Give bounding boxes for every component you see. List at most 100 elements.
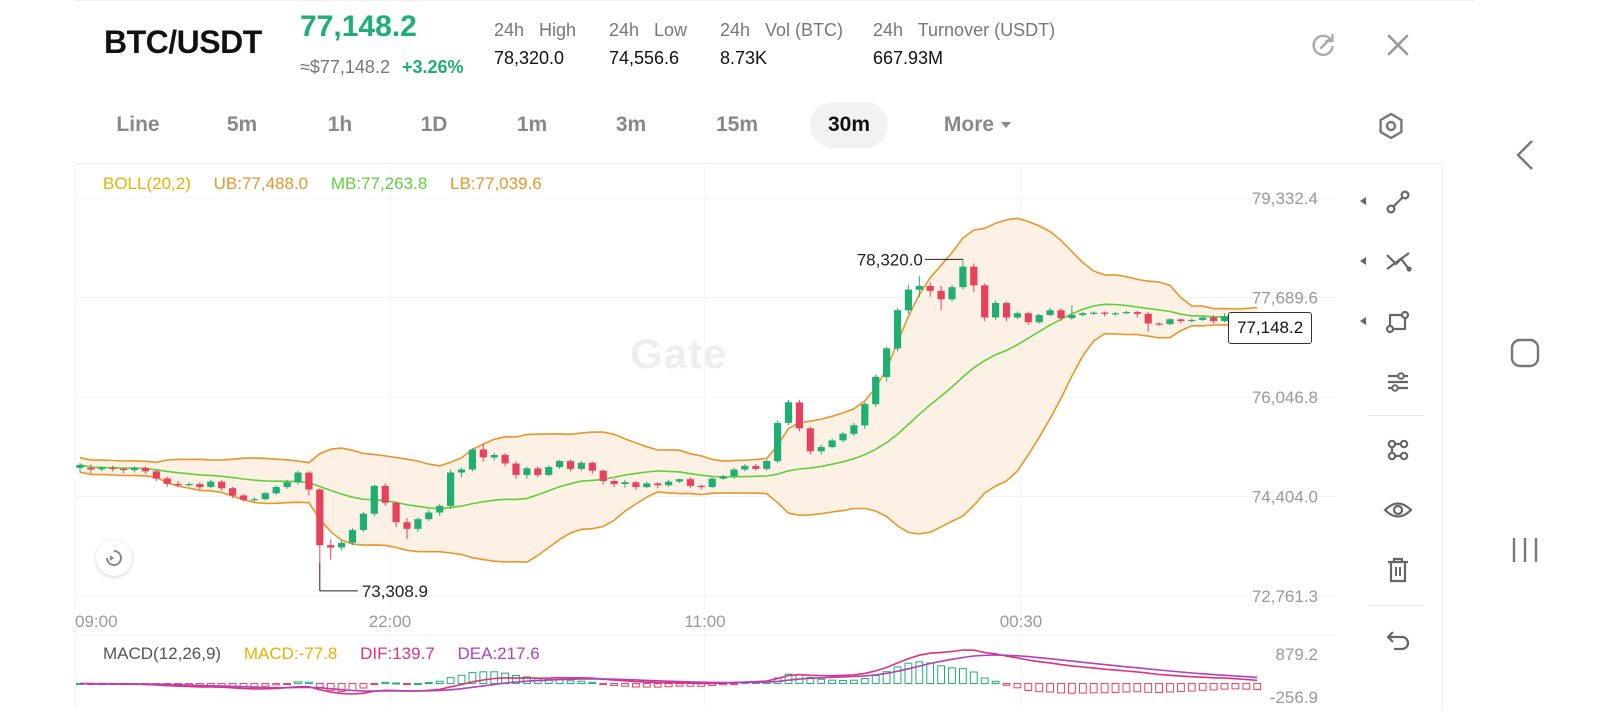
undo-button[interactable] [1378, 620, 1418, 660]
macd-histogram-bar [1068, 683, 1076, 694]
candle-body [425, 512, 433, 520]
macd-histogram-bar [1177, 683, 1185, 693]
candle-body [992, 302, 1000, 318]
candle-body [1122, 312, 1130, 314]
candle-body [566, 461, 575, 469]
candle-body [512, 463, 520, 475]
close-icon [1387, 34, 1409, 56]
draw-line-tool-button[interactable] [1378, 182, 1418, 222]
candle-body [1002, 303, 1011, 318]
back-chevron-icon [1516, 140, 1533, 170]
stat-volume-value: 8.73K [720, 48, 768, 68]
candle-body [381, 485, 389, 503]
candle-body [163, 478, 171, 485]
tab-30m[interactable]: 30m [810, 102, 888, 148]
macd-histogram-bar [1209, 683, 1218, 691]
macd-histogram-bar [599, 683, 608, 686]
expand-tool-triangle [1360, 257, 1366, 265]
candle-body [588, 462, 596, 471]
macd-histogram-bar [1100, 683, 1109, 694]
candle-body [174, 483, 182, 486]
y-tick-label: 76,046.8 [1252, 388, 1318, 407]
candle-body [207, 481, 215, 487]
macd-histogram-bar [261, 683, 270, 687]
stat-turnover-value: 667.93M [873, 48, 944, 68]
high-marker-label: 78,320.0 [857, 250, 923, 269]
macd-histogram-bar [991, 680, 1000, 685]
trend-tool-button[interactable] [1378, 242, 1418, 282]
macd-histogram-bar [457, 674, 466, 685]
tab-1h[interactable]: 1h [327, 113, 353, 136]
candle-body [185, 484, 193, 486]
macd-histogram-bar [359, 683, 368, 689]
tab-line[interactable]: Line [116, 113, 160, 136]
measure-tool-button[interactable] [1378, 430, 1418, 470]
macd-histogram-bar [294, 681, 302, 685]
chart-settings-button[interactable] [1374, 109, 1408, 143]
candle-body [130, 467, 139, 471]
macd-histogram-bar [1024, 683, 1033, 691]
macd-histogram-bar [315, 683, 324, 688]
candle-body [1155, 323, 1163, 325]
candle-body [643, 483, 651, 488]
macd-histogram-bar [566, 680, 575, 685]
close-button[interactable] [1381, 28, 1415, 62]
candle-body [87, 467, 95, 470]
tab-more[interactable]: More [928, 102, 1028, 148]
boll-legend: BOLL(20,2) UB:77,488.0 MB:77,263.8 LB:77… [103, 174, 560, 194]
macd-histogram-bar [1122, 683, 1131, 693]
y-tick-label: 79,332.4 [1252, 189, 1318, 208]
toolbar-divider [1368, 605, 1424, 606]
macd-histogram-bar [675, 683, 684, 687]
candle-body [436, 505, 444, 513]
candle-body [98, 467, 106, 470]
candle-body [316, 489, 324, 546]
stat-high-label: 24h High [494, 20, 577, 40]
tab-1d[interactable]: 1D [420, 113, 448, 136]
candle-body [141, 467, 149, 472]
candle-body [556, 461, 564, 468]
system-home-button[interactable] [1500, 328, 1550, 378]
tab-1m[interactable]: 1m [516, 113, 548, 136]
top-border [75, 0, 1475, 1]
delete-drawings-button[interactable] [1378, 550, 1418, 590]
macd-histogram-bar [959, 668, 967, 685]
macd-histogram-bar [632, 683, 640, 688]
candle-body [196, 484, 204, 488]
refresh-button[interactable] [1306, 28, 1340, 62]
candle-body [1079, 313, 1087, 316]
candle-body [239, 495, 248, 500]
candle-body [774, 422, 782, 462]
fib-tool-button[interactable] [1378, 362, 1418, 402]
macd-histogram-bar [1013, 683, 1022, 689]
macd-max-label: 879.2 [1275, 645, 1318, 664]
candle-body [523, 468, 531, 475]
candle-body [1166, 319, 1174, 325]
tab-5m[interactable]: 5m [226, 113, 258, 136]
macd-histogram-bar [980, 677, 989, 685]
visibility-toggle-button[interactable] [1378, 490, 1418, 530]
macd-histogram-bar [817, 678, 826, 685]
tab-15m[interactable]: 15m [715, 113, 759, 136]
shape-tool-button[interactable] [1378, 302, 1418, 342]
candle-body [229, 488, 237, 496]
macd-histogram-bar [806, 676, 815, 685]
macd-histogram-bar [893, 666, 902, 685]
reset-view-button[interactable] [96, 540, 132, 576]
system-recents-button[interactable] [1500, 525, 1550, 575]
candle-body [1068, 315, 1076, 319]
candle-body [534, 468, 542, 475]
tab-3m[interactable]: 3m [615, 113, 647, 136]
candle-body [403, 522, 411, 529]
macd-histogram-bar [915, 661, 924, 685]
candle-body [654, 483, 662, 486]
eye-icon [1383, 502, 1413, 518]
candle-body [1220, 316, 1229, 322]
macd-legend: MACD(12,26,9) MACD:-77.8 DIF:139.7 DEA:2… [103, 644, 558, 664]
x-tick-label: 22:00 [369, 612, 412, 631]
candle-body [152, 471, 160, 479]
system-back-button[interactable] [1500, 130, 1550, 180]
candle-body [338, 542, 346, 548]
candle-body [665, 481, 673, 486]
